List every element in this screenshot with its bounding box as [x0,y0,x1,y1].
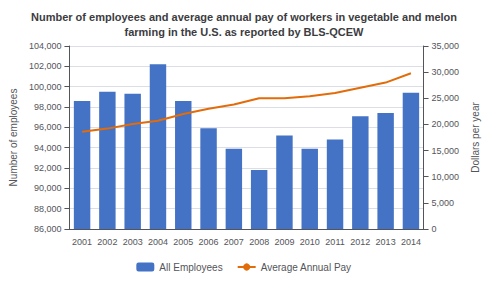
svg-text:2002: 2002 [97,237,117,247]
svg-text:2001: 2001 [72,237,92,247]
svg-text:Number of employees: Number of employees [8,89,19,187]
svg-text:102,000: 102,000 [29,61,62,71]
svg-text:Average Annual Pay: Average Annual Pay [261,262,351,273]
svg-text:92,000: 92,000 [34,163,62,173]
svg-text:15,000: 15,000 [432,146,460,156]
svg-text:100,000: 100,000 [29,82,62,92]
svg-text:2007: 2007 [224,237,244,247]
svg-text:Dollars per year: Dollars per year [470,102,481,173]
svg-text:2010: 2010 [300,237,320,247]
svg-text:2014: 2014 [401,237,421,247]
svg-text:94,000: 94,000 [34,143,62,153]
svg-text:2013: 2013 [376,237,396,247]
svg-text:0: 0 [432,224,437,234]
svg-text:10,000: 10,000 [432,172,460,182]
svg-text:90,000: 90,000 [34,183,62,193]
svg-text:5,000: 5,000 [432,198,455,208]
svg-text:96,000: 96,000 [34,122,62,132]
svg-text:2009: 2009 [274,237,294,247]
svg-text:2012: 2012 [350,237,370,247]
svg-text:2008: 2008 [249,237,269,247]
svg-text:88,000: 88,000 [34,204,62,214]
svg-text:86,000: 86,000 [34,224,62,234]
svg-text:25,000: 25,000 [432,93,460,103]
svg-text:All Employees: All Employees [159,262,222,273]
svg-text:35,000: 35,000 [432,41,460,51]
svg-text:farming in the U.S. as reporte: farming in the U.S. as reported by BLS-Q… [125,26,365,38]
svg-text:2003: 2003 [123,237,143,247]
svg-text:104,000: 104,000 [29,41,62,51]
svg-text:2004: 2004 [148,237,168,247]
svg-text:30,000: 30,000 [432,67,460,77]
svg-text:98,000: 98,000 [34,102,62,112]
svg-text:2005: 2005 [173,237,193,247]
svg-text:2011: 2011 [325,237,344,247]
svg-text:2006: 2006 [199,237,219,247]
svg-text:Number of employees and averag: Number of employees and average annual p… [31,11,457,23]
svg-text:20,000: 20,000 [432,119,460,129]
